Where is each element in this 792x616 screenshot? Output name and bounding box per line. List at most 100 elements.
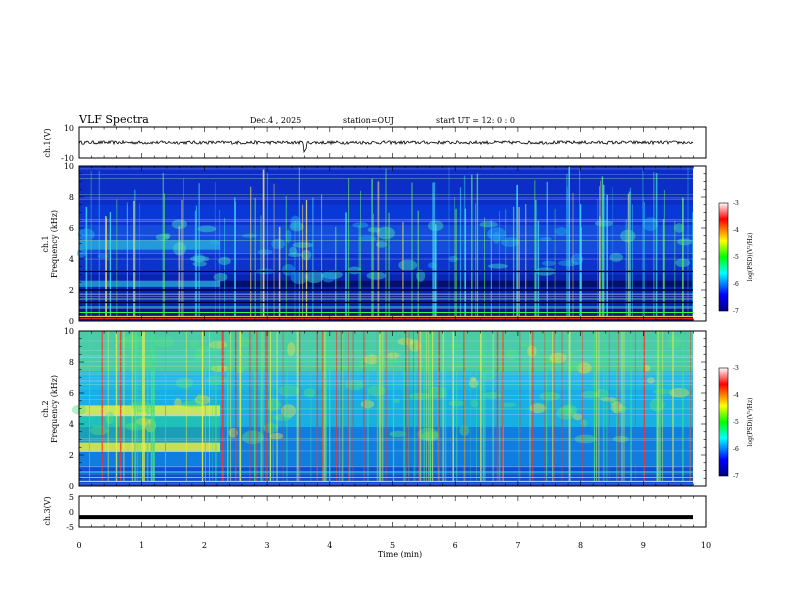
spec2-blob-11 xyxy=(530,403,546,414)
spec2-blob-13 xyxy=(139,356,152,368)
spec2-blob-64 xyxy=(468,378,479,388)
ch2-cbar-tick-m4: -4 xyxy=(733,392,739,399)
spec1-blob-54 xyxy=(208,240,221,245)
ch2-spectrogram-ylabel-channel: ch.2 xyxy=(41,400,50,417)
spec1-band-3 xyxy=(79,252,693,272)
spec2-blob-47 xyxy=(580,419,588,427)
spec2-blob-52 xyxy=(345,379,365,391)
spec2-blob-22 xyxy=(120,336,142,350)
x-tick-label-10: 10 xyxy=(701,541,711,550)
spec1-blob-28 xyxy=(539,237,552,241)
figure-title: VLF Spectra xyxy=(78,113,149,126)
spec2-blob-27 xyxy=(90,425,109,436)
ch1-ytick-6: 6 xyxy=(69,224,74,233)
ch1-ytick-bottom: -10 xyxy=(61,154,74,163)
spec2-blob-69 xyxy=(470,399,478,408)
ch3-ytick-mid: 0 xyxy=(69,508,74,517)
ch1-spectrogram-yticks: 0 2 4 6 8 10 xyxy=(64,162,74,326)
ch1-ytick-8: 8 xyxy=(69,193,74,202)
spec2-blob-71 xyxy=(269,432,284,440)
spec1-early-band-lower xyxy=(79,280,221,287)
x-tick-label-5: 5 xyxy=(390,541,395,550)
x-tick-label-9: 9 xyxy=(641,541,646,550)
spec2-blob-7 xyxy=(669,388,690,398)
ch1-ytick-4: 4 xyxy=(69,255,74,264)
date-label: Dec.4 , 2025 xyxy=(250,116,301,125)
spec2-blob-12 xyxy=(612,436,629,443)
spec2-blob-20 xyxy=(454,363,465,369)
spec1-blob-36 xyxy=(398,259,418,271)
spec2-blob-59 xyxy=(667,334,681,349)
x-tick-label-0: 0 xyxy=(76,541,81,550)
spec2-blob-83 xyxy=(643,364,651,372)
spec2-blob-45 xyxy=(123,334,143,344)
spec1-blob-19 xyxy=(197,225,217,233)
ch1-colorbar-label: log(PSD)(V²/Hz) xyxy=(747,233,754,282)
ch2-cbar-tick-m5: -5 xyxy=(733,419,739,426)
ch1-cbar-tick-m6: -6 xyxy=(733,281,739,288)
ch1-cbar-tick-m3: -3 xyxy=(733,200,739,207)
spec1-blob-32 xyxy=(271,238,286,250)
x-axis-ticks xyxy=(78,127,707,527)
spec1-blob-57 xyxy=(305,270,324,284)
x-axis-tick-labels: 0 1 2 3 4 5 6 7 8 9 10 xyxy=(76,541,711,550)
spec1-blob-41 xyxy=(290,215,301,229)
ch1-cbar-tick-m5: -5 xyxy=(733,254,739,261)
spec2-blob-41 xyxy=(556,406,576,420)
ch1-waveform-panel: 10 -10 ch.1(V) xyxy=(43,124,707,163)
spec2-blob-8 xyxy=(608,400,619,406)
x-tick-label-7: 7 xyxy=(515,541,520,550)
ch1-spectrogram-panel: 0 2 4 6 8 10 ch.1 Frequency (kHz) -3 -4 … xyxy=(41,162,754,326)
ch1-colorbar xyxy=(718,202,729,312)
spec1-band-0 xyxy=(79,166,693,205)
ch1-ytick-0: 0 xyxy=(69,317,74,326)
ch1-ytick-top: 10 xyxy=(64,124,74,133)
ch2-cbar-tick-m3: -3 xyxy=(733,365,739,372)
ch2-spectrogram-features xyxy=(71,331,693,486)
ch3-waveform-frame xyxy=(78,495,707,528)
ch1-spectrogram-ylabel-channel: ch.1 xyxy=(41,235,50,252)
ch2-spectrogram-yticks: 0 2 4 6 8 10 xyxy=(64,327,74,491)
x-tick-label-3: 3 xyxy=(265,541,270,550)
spec1-blob-3 xyxy=(76,248,87,258)
ch2-colorbar xyxy=(718,367,729,477)
x-tick-label-6: 6 xyxy=(453,541,458,550)
spec2-blob-80 xyxy=(174,398,182,409)
spec1-blob-49 xyxy=(479,221,498,228)
ch2-ytick-0: 0 xyxy=(69,482,74,491)
ch2-cbar-tick-m6: -6 xyxy=(733,446,739,453)
x-tick-label-1: 1 xyxy=(139,541,144,550)
spec1-blob-40 xyxy=(674,223,685,233)
spec2-blob-55 xyxy=(278,385,301,397)
spec2-band-0 xyxy=(79,331,693,372)
spec2-blob-6 xyxy=(447,343,461,349)
spec1-blob-43 xyxy=(241,233,258,238)
spec1-blob-47 xyxy=(555,227,567,236)
spec2-blob-85 xyxy=(196,393,204,407)
spec2-blob-46 xyxy=(272,414,292,421)
spec2-early-band-upper xyxy=(79,405,221,417)
spec2-blob-53 xyxy=(577,362,592,374)
spec2-blob-9 xyxy=(182,400,204,408)
spec2-blob-72 xyxy=(539,392,561,401)
spec2-blob-35 xyxy=(501,402,517,407)
spec1-blob-9 xyxy=(213,272,228,282)
spec2-blob-78 xyxy=(242,430,264,445)
ch3-waveform-ylabel: ch.3(V) xyxy=(43,496,52,525)
ch1-waveform-ylabel: ch.1(V) xyxy=(43,128,52,157)
ch1-cbar-tick-m4: -4 xyxy=(733,227,739,234)
spec1-blob-29 xyxy=(366,271,386,280)
station-label: station=OUJ xyxy=(343,116,394,125)
spec2-blob-58 xyxy=(559,404,578,417)
ch2-cbar-tick-m7: -7 xyxy=(733,473,739,480)
ch2-colorbar-label: log(PSD)(V²/Hz) xyxy=(747,398,754,447)
x-tick-label-4: 4 xyxy=(327,541,332,550)
spec2-blob-42 xyxy=(527,345,537,358)
spec2-blob-87 xyxy=(573,413,583,421)
ch1-cbar-tick-m7: -7 xyxy=(733,308,739,315)
spec1-blob-8 xyxy=(541,260,556,266)
ch2-spectrogram-ylabel-freq: Frequency (kHz) xyxy=(50,375,59,443)
spec1-blob-5 xyxy=(289,221,304,232)
